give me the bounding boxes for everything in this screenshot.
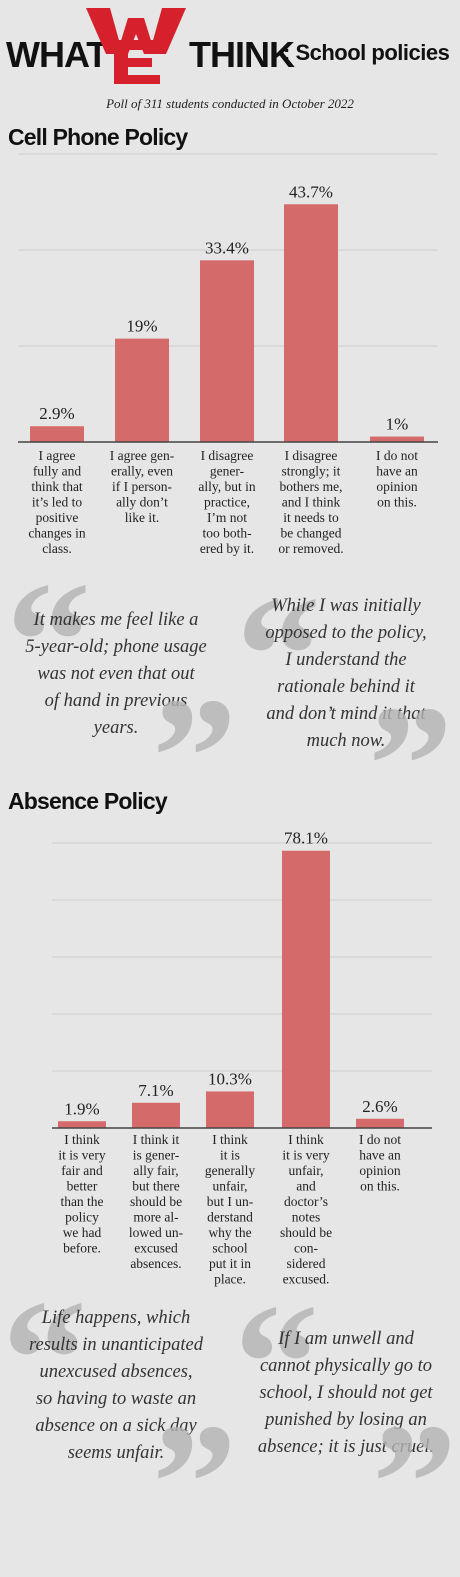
left-double-quote-icon: “ xyxy=(6,547,91,735)
category-label: I think it is very unfair, and doctor’s notes… xyxy=(280,1132,332,1287)
bar xyxy=(284,204,338,442)
right-double-quote-icon: ” xyxy=(152,1389,237,1577)
quote-line: 5-year-old; phone usage xyxy=(25,637,207,657)
header-word-think: THINK xyxy=(189,34,295,75)
header: WHAT THINK : School policies xyxy=(0,0,460,92)
category-label: I think it is gener-ally fair, but there sh… xyxy=(129,1132,184,1271)
category-label: I agree gen-erally, even if I person-ally… xyxy=(110,448,175,525)
quote-absence-left: Life happens, which results in unanticip… xyxy=(0,1305,232,1467)
data-label: 33.4% xyxy=(205,238,249,257)
left-double-quote-icon: “ xyxy=(2,1265,87,1453)
bar xyxy=(200,260,254,442)
quote-line: I understand the xyxy=(285,650,407,670)
chart-title-cell-phone: Cell Phone Policy xyxy=(8,124,188,150)
quote-line: Life happens, which xyxy=(41,1308,191,1328)
quote-line: punished by losing an xyxy=(265,1410,427,1430)
quote-absence-right: If I am unwell and cannot physically go … xyxy=(232,1326,460,1461)
data-label: 10.3% xyxy=(208,1069,252,1088)
poll-note: Poll of 311 students conducted in Octobe… xyxy=(106,96,354,111)
data-label: 19% xyxy=(126,317,157,336)
quote-line: much now. xyxy=(306,731,386,751)
quote-line: results in unanticipated xyxy=(28,1335,204,1355)
bar xyxy=(370,436,424,442)
category-label: I do not have an opinion on this. xyxy=(359,1132,401,1194)
quote-line: so having to waste an xyxy=(35,1389,197,1409)
quote-line: of hand in previous xyxy=(44,691,188,711)
category-label: I agree fully and think that it’s led to pos… xyxy=(28,448,86,556)
category-label: I disagree gener-ally, but in practice, I’m… xyxy=(198,448,255,556)
quote-phone-right: While I was initially opposed to the pol… xyxy=(232,593,460,755)
left-double-quote-icon: “ xyxy=(234,1269,319,1457)
bar xyxy=(356,1118,404,1128)
data-label: 7.1% xyxy=(138,1081,173,1100)
data-label: 78.1% xyxy=(284,829,328,848)
category-label: I do not have an opinion on this. xyxy=(376,448,418,510)
data-label: 2.6% xyxy=(362,1097,397,1116)
data-label: 1% xyxy=(386,415,409,434)
quote-line: cannot physically go to xyxy=(259,1356,433,1376)
quote-line: While I was initially xyxy=(271,596,421,616)
right-double-quote-icon: ” xyxy=(372,1389,457,1577)
category-label: I think it is very fair and better than the p… xyxy=(58,1132,105,1256)
quote-line: absence on a sick day xyxy=(35,1416,197,1436)
data-label: 43.7% xyxy=(289,182,333,201)
quote-line: seems unfair. xyxy=(67,1443,165,1463)
data-label: 1.9% xyxy=(64,1099,99,1118)
quote-phone-left: It makes me feel like a 5-year-old; phon… xyxy=(0,607,232,742)
quote-line: unexcused absences, xyxy=(39,1362,193,1382)
quote-line: If I am unwell and xyxy=(278,1329,414,1349)
absence-chart: 1.9% I think it is very fair and better than … xyxy=(52,829,432,1287)
cell-phone-chart: 2.9% I agree fully and think that it’s led t… xyxy=(18,153,438,556)
bar xyxy=(115,338,169,442)
quote-line: was not even that out xyxy=(37,664,195,684)
bar xyxy=(132,1102,180,1128)
quote-line: years. xyxy=(93,718,139,738)
quote-line: school, I should not get xyxy=(259,1383,433,1403)
bar xyxy=(58,1121,106,1128)
category-label: I disagree strongly; it bothers me, and I t… xyxy=(278,448,343,556)
header-word-what: WHAT xyxy=(6,34,108,75)
quote-line: absence; it is just cruel. xyxy=(257,1437,435,1457)
quote-line: and don’t mind it that xyxy=(266,704,426,724)
right-double-quote-icon: ” xyxy=(368,671,453,859)
quote-line: It makes me feel like a xyxy=(33,610,199,630)
bar xyxy=(206,1091,254,1128)
bar xyxy=(282,850,330,1128)
bar xyxy=(30,426,84,442)
header-subtitle: : School policies xyxy=(283,40,450,65)
we-logo xyxy=(86,8,186,84)
left-double-quote-icon: “ xyxy=(236,561,321,749)
chart-title-absence: Absence Policy xyxy=(8,788,168,814)
quote-line: rationale behind it xyxy=(277,677,415,697)
category-label: I think it is generally unfair, but I un-der… xyxy=(205,1132,255,1287)
quote-line: opposed to the policy, xyxy=(265,623,427,643)
data-label: 2.9% xyxy=(39,404,74,423)
right-double-quote-icon: ” xyxy=(152,663,237,851)
